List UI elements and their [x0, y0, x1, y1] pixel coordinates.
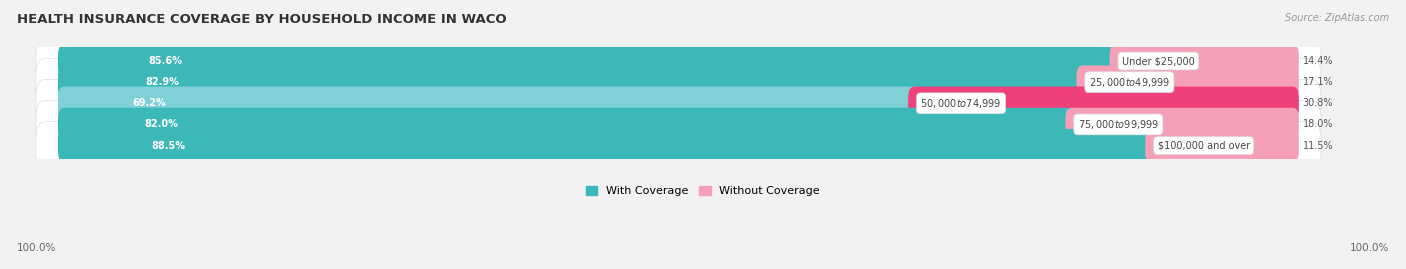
Text: 100.0%: 100.0%: [1350, 243, 1389, 253]
FancyBboxPatch shape: [1077, 65, 1299, 99]
Text: 17.1%: 17.1%: [1302, 77, 1333, 87]
FancyBboxPatch shape: [1146, 129, 1299, 162]
Text: $100,000 and over: $100,000 and over: [1157, 141, 1250, 151]
Legend: With Coverage, Without Coverage: With Coverage, Without Coverage: [586, 186, 820, 196]
Text: 18.0%: 18.0%: [1302, 119, 1333, 129]
Text: 30.8%: 30.8%: [1302, 98, 1333, 108]
FancyBboxPatch shape: [58, 87, 921, 120]
FancyBboxPatch shape: [37, 58, 1322, 106]
FancyBboxPatch shape: [1066, 108, 1299, 141]
Text: $75,000 to $99,999: $75,000 to $99,999: [1078, 118, 1159, 131]
FancyBboxPatch shape: [58, 108, 1078, 141]
Text: $50,000 to $74,999: $50,000 to $74,999: [921, 97, 1001, 110]
Text: Under $25,000: Under $25,000: [1122, 56, 1195, 66]
Text: 69.2%: 69.2%: [132, 98, 166, 108]
Text: $25,000 to $49,999: $25,000 to $49,999: [1088, 76, 1170, 89]
Text: 14.4%: 14.4%: [1302, 56, 1333, 66]
Text: 82.9%: 82.9%: [146, 77, 180, 87]
FancyBboxPatch shape: [37, 79, 1322, 127]
Text: 82.0%: 82.0%: [145, 119, 179, 129]
Text: 100.0%: 100.0%: [17, 243, 56, 253]
FancyBboxPatch shape: [58, 129, 1157, 162]
FancyBboxPatch shape: [1109, 44, 1299, 78]
Text: 85.6%: 85.6%: [148, 56, 183, 66]
Text: HEALTH INSURANCE COVERAGE BY HOUSEHOLD INCOME IN WACO: HEALTH INSURANCE COVERAGE BY HOUSEHOLD I…: [17, 13, 506, 26]
Text: Source: ZipAtlas.com: Source: ZipAtlas.com: [1285, 13, 1389, 23]
FancyBboxPatch shape: [908, 87, 1299, 120]
FancyBboxPatch shape: [37, 101, 1322, 148]
FancyBboxPatch shape: [58, 65, 1088, 99]
Text: 11.5%: 11.5%: [1302, 141, 1333, 151]
FancyBboxPatch shape: [58, 44, 1122, 78]
FancyBboxPatch shape: [37, 37, 1322, 85]
FancyBboxPatch shape: [37, 122, 1322, 169]
Text: 88.5%: 88.5%: [150, 141, 186, 151]
